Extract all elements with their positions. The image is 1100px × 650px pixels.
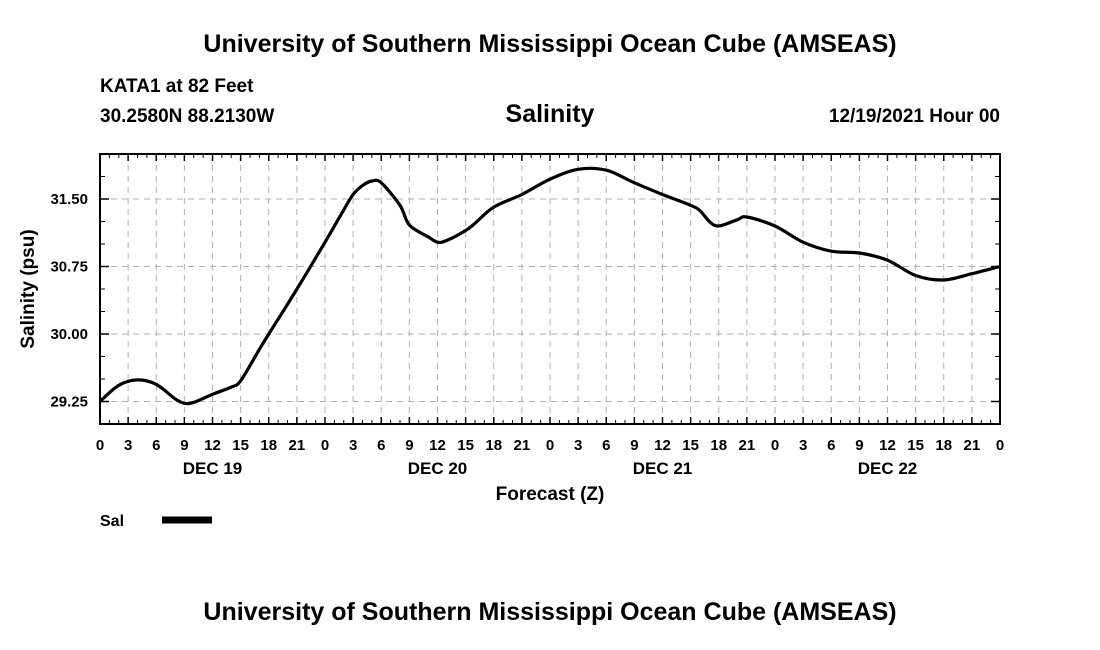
x-tick-label: 9	[405, 437, 413, 454]
day-label: DEC 20	[408, 459, 468, 478]
coordinates-label: 30.2580N 88.2130W	[100, 106, 275, 127]
x-tick-label: 12	[879, 437, 896, 454]
x-tick-label: 9	[630, 437, 638, 454]
x-tick-label: 6	[602, 437, 610, 454]
y-tick-label: 29.25	[50, 394, 88, 411]
legend-label: Sal	[100, 513, 124, 530]
x-tick-label: 6	[377, 437, 385, 454]
day-label: DEC 21	[633, 459, 693, 478]
x-tick-label: 15	[907, 437, 924, 454]
day-label: DEC 19	[183, 459, 243, 478]
x-tick-label: 21	[964, 437, 981, 454]
salinity-line	[98, 166, 1001, 406]
y-tick-label: 30.75	[50, 259, 88, 276]
x-tick-label: 15	[457, 437, 474, 454]
x-tick-label: 0	[96, 437, 104, 454]
x-tick-label: 18	[260, 437, 277, 454]
chart-title: Salinity	[505, 100, 595, 128]
x-tick-label: 18	[935, 437, 952, 454]
x-tick-label: 12	[204, 437, 221, 454]
x-tick-label: 18	[710, 437, 727, 454]
x-tick-label: 6	[152, 437, 160, 454]
y-tick-label: 31.50	[50, 191, 88, 208]
x-tick-label: 3	[124, 437, 132, 454]
x-axis-label: Forecast (Z)	[496, 484, 605, 505]
date-stamp: 12/19/2021 Hour 00	[828, 106, 1000, 127]
y-axis-label: Salinity (psu)	[18, 229, 39, 348]
x-tick-label: 9	[180, 437, 188, 454]
x-tick-label: 3	[799, 437, 807, 454]
x-tick-label: 0	[321, 437, 329, 454]
footer-title: University of Southern Mississippi Ocean…	[203, 598, 897, 626]
x-tick-label: 3	[349, 437, 357, 454]
x-tick-label: 6	[827, 437, 835, 454]
x-tick-label: 3	[574, 437, 582, 454]
x-tick-label: 0	[996, 437, 1004, 454]
x-tick-label: 21	[289, 437, 306, 454]
x-tick-label: 12	[654, 437, 671, 454]
x-tick-label: 21	[514, 437, 531, 454]
x-tick-label: 12	[429, 437, 446, 454]
day-label: DEC 22	[858, 459, 918, 478]
x-tick-label: 0	[546, 437, 554, 454]
x-tick-label: 15	[682, 437, 699, 454]
x-tick-label: 21	[739, 437, 756, 454]
x-tick-label: 15	[232, 437, 249, 454]
x-tick-label: 18	[485, 437, 502, 454]
x-tick-label: 0	[771, 437, 779, 454]
station-label: KATA1 at 82 Feet	[100, 76, 254, 97]
x-tick-label: 9	[855, 437, 863, 454]
page-title: University of Southern Mississippi Ocean…	[203, 30, 897, 58]
y-tick-label: 30.00	[50, 326, 88, 343]
plot-frame	[99, 153, 1001, 425]
